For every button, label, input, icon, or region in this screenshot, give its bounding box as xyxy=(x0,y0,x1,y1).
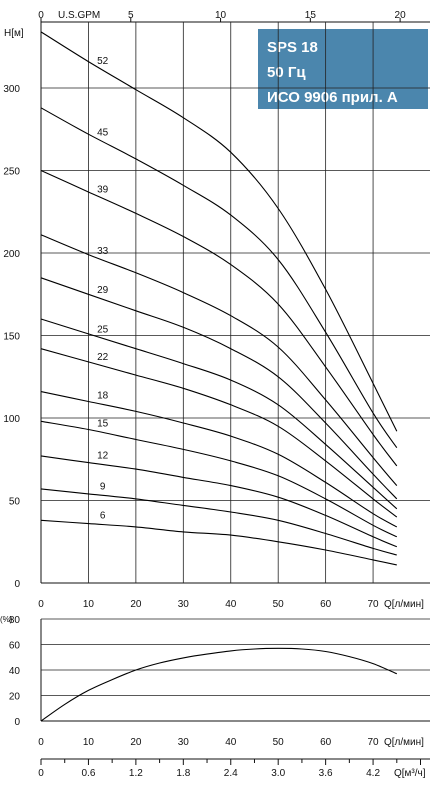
efficiency-axis-label: (%) xyxy=(0,615,13,624)
m3h-tick-label: 1.8 xyxy=(176,768,190,779)
title-line-3: ИСО 9906 прил. А xyxy=(267,89,398,106)
gpm-tick-label: 15 xyxy=(305,10,317,21)
eff-y-tick-label: 20 xyxy=(9,692,21,703)
head-y-tick-label: 150 xyxy=(3,332,20,343)
head-x-tick-label: 50 xyxy=(273,599,285,610)
head-x-tick-label: 40 xyxy=(225,599,237,610)
flow-axis-label-bottom: Q[л/мин] xyxy=(384,737,424,748)
gpm-axis-label: U.S.GPM xyxy=(58,10,100,21)
head-y-tick-label: 0 xyxy=(14,579,20,590)
m3h-tick-label: 3.6 xyxy=(319,768,333,779)
head-curve-52 xyxy=(40,31,398,432)
eff-x-tick-label: 30 xyxy=(178,737,190,748)
eff-x-tick-label: 10 xyxy=(83,737,95,748)
head-curve-45 xyxy=(40,107,398,449)
head-curve-15 xyxy=(40,420,398,538)
curve-label-9: 9 xyxy=(100,481,106,492)
eff-y-tick-label: 40 xyxy=(9,666,21,677)
eff-x-tick-label: 0 xyxy=(38,737,44,748)
flow-axis-label-top: Q[л/мин] xyxy=(384,599,424,610)
m3h-tick-label: 1.2 xyxy=(129,768,143,779)
head-curve-9 xyxy=(40,488,397,556)
head-y-tick-label: 300 xyxy=(3,84,20,95)
head-curve-33 xyxy=(40,234,398,486)
head-curve-18 xyxy=(40,391,398,528)
flow-m3h-axis-label: Q[м³/ч] xyxy=(394,768,426,779)
curve-label-18: 18 xyxy=(97,390,109,401)
head-x-tick-label: 60 xyxy=(320,599,332,610)
eff-x-tick-label: 70 xyxy=(368,737,380,748)
title-box xyxy=(258,29,428,109)
head-y-tick-label: 100 xyxy=(3,414,20,425)
m3h-tick-label: 2.4 xyxy=(224,768,238,779)
head-x-tick-label: 20 xyxy=(130,599,142,610)
head-curve-12 xyxy=(40,455,398,548)
head-curve-29 xyxy=(40,277,398,500)
head-y-tick-label: 250 xyxy=(3,167,20,178)
head-curve-6 xyxy=(40,519,397,566)
curve-label-12: 12 xyxy=(97,451,109,462)
head-x-tick-label: 10 xyxy=(83,599,95,610)
title-line-2: 50 Гц xyxy=(267,64,306,81)
curve-label-33: 33 xyxy=(97,246,109,257)
head-axis-label: H[м] xyxy=(4,28,24,39)
curve-label-6: 6 xyxy=(100,511,106,522)
head-curve-25 xyxy=(40,318,398,510)
eff-x-tick-label: 20 xyxy=(130,737,142,748)
head-y-tick-label: 200 xyxy=(3,249,20,260)
curve-label-52: 52 xyxy=(97,56,109,67)
eff-y-tick-label: 60 xyxy=(9,641,21,652)
head-curve-39 xyxy=(40,169,398,467)
gpm-tick-label: 0 xyxy=(38,10,44,21)
eff-x-tick-label: 40 xyxy=(225,737,237,748)
curve-label-22: 22 xyxy=(97,352,109,363)
curve-label-39: 39 xyxy=(97,184,109,195)
head-curve-22 xyxy=(40,348,398,518)
eff-y-tick-label: 0 xyxy=(14,717,20,728)
gpm-tick-label: 10 xyxy=(215,10,227,21)
curve-label-29: 29 xyxy=(97,285,109,296)
efficiency-curve xyxy=(40,647,398,722)
head-x-tick-label: 70 xyxy=(368,599,380,610)
m3h-tick-label: 3.0 xyxy=(271,768,285,779)
m3h-tick-label: 0 xyxy=(38,768,44,779)
gpm-tick-label: 20 xyxy=(395,10,407,21)
m3h-tick-label: 0.6 xyxy=(81,768,95,779)
head-x-tick-label: 30 xyxy=(178,599,190,610)
curve-label-25: 25 xyxy=(97,324,109,335)
title-line-1: SPS 18 xyxy=(267,39,318,56)
curve-label-45: 45 xyxy=(97,128,109,139)
eff-x-tick-label: 50 xyxy=(273,737,285,748)
m3h-tick-label: 4.2 xyxy=(366,768,380,779)
grid-layer xyxy=(40,18,430,765)
eff-x-tick-label: 60 xyxy=(320,737,332,748)
eff-y-tick-label: 80 xyxy=(9,615,21,626)
head-y-tick-label: 50 xyxy=(9,497,21,508)
head-x-tick-label: 0 xyxy=(38,599,44,610)
curve-layer xyxy=(40,31,398,722)
gpm-tick-label: 5 xyxy=(128,10,134,21)
curve-label-15: 15 xyxy=(97,419,109,430)
